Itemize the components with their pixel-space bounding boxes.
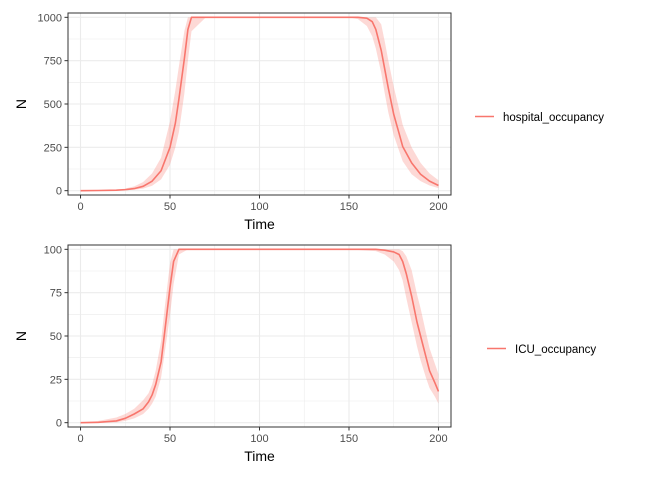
- hospital-gridlines: [68, 13, 451, 195]
- icu-x-tick-label: 200: [429, 433, 447, 445]
- icu-x-tick-label: 100: [250, 433, 268, 445]
- icu-y-axis: 0 25 50 75 100: [44, 244, 68, 430]
- icu-x-axis: 0 50 100 150 200: [77, 427, 448, 445]
- icu-x-tick-label: 0: [77, 433, 83, 445]
- hospital-y-tick-label: 0: [56, 186, 62, 198]
- icu-y-tick-label: 100: [44, 244, 62, 256]
- hospital-x-tick-label: 0: [77, 201, 83, 213]
- icu-series-lines: [80, 248, 440, 424]
- hospital-legend: hospital_occupancy: [475, 112, 604, 124]
- hospital-y-tick-label: 250: [44, 142, 62, 154]
- hospital-x-tick-label: 150: [340, 201, 358, 213]
- icu-legend-label: ICU_occupancy: [515, 344, 596, 356]
- icu-occupancy-chart: 0 25 50 75 100 0 50 100 150 200 Time N ICU_occup…: [13, 244, 596, 464]
- icu-y-tick-label: 0: [56, 418, 62, 430]
- hospital-occupancy-chart: 0 250 500 750 1000 0 50 100 150 200 Time N hospi…: [13, 12, 604, 232]
- icu-y-axis-title: N: [13, 331, 29, 341]
- icu-y-tick-label: 25: [50, 374, 62, 386]
- icu-gridlines: [68, 245, 451, 427]
- hospital-series-line: [80, 16, 439, 192]
- hospital-x-axis-title: Time: [244, 216, 275, 232]
- icu-series-line: [80, 248, 440, 424]
- icu-legend: ICU_occupancy: [487, 344, 596, 356]
- hospital-x-tick-label: 50: [164, 201, 176, 213]
- hospital-y-axis: 0 250 500 750 1000: [38, 12, 68, 198]
- hospital-x-tick-label: 200: [429, 201, 447, 213]
- icu-y-tick-label: 75: [50, 288, 62, 300]
- hospital-x-tick-label: 100: [250, 201, 268, 213]
- icu-y-tick-label: 50: [50, 331, 62, 343]
- icu-x-tick-label: 150: [340, 433, 358, 445]
- hospital-x-axis: 0 50 100 150 200: [77, 195, 448, 213]
- hospital-y-tick-label: 750: [44, 56, 62, 68]
- hospital-legend-label: hospital_occupancy: [503, 112, 604, 124]
- hospital-y-axis-title: N: [13, 99, 29, 109]
- hospital-series-lines: [80, 16, 439, 192]
- hospital-y-tick-label: 500: [44, 99, 62, 111]
- icu-x-tick-label: 50: [164, 433, 176, 445]
- icu-x-axis-title: Time: [244, 448, 275, 464]
- hospital-y-tick-label: 1000: [38, 12, 62, 24]
